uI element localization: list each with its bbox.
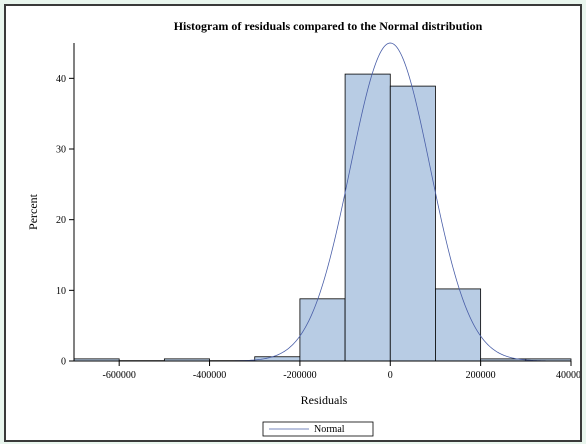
chart-frame: Histogram of residuals compared to the N… [4,4,582,442]
legend: Normal [262,421,374,437]
x-axis-label: Residuals [301,393,348,407]
x-tick-label-4: 200000 [466,370,496,381]
x-tick-label-5: 400000 [556,370,580,381]
y-tick-label-2: 20 [56,215,66,226]
histogram-bar-6 [344,73,391,362]
bars-layer [73,73,572,362]
histogram-bar-7 [389,85,436,362]
x-tick-label-0: -600000 [103,370,136,381]
y-tick-label-4: 40 [56,74,66,85]
histogram-chart: Histogram of residuals compared to the N… [26,19,580,437]
axes-layer: -600000 -400000 -200000 0 200000 400000 0 10 20 3… [56,43,580,381]
x-tick-label-1: -400000 [193,370,226,381]
x-tick-label-3: 0 [388,370,393,381]
y-tick-label-1: 10 [56,286,66,297]
legend-normal-label: Normal [314,424,345,435]
y-tick-label-3: 30 [56,145,66,156]
legend-box [262,421,374,437]
histogram-bar-5 [299,298,346,362]
y-tick-label-0: 0 [61,357,66,368]
chart-title: Histogram of residuals compared to the N… [174,19,483,33]
x-tick-label-2: -200000 [283,370,316,381]
y-axis-label: Percent [26,193,40,230]
